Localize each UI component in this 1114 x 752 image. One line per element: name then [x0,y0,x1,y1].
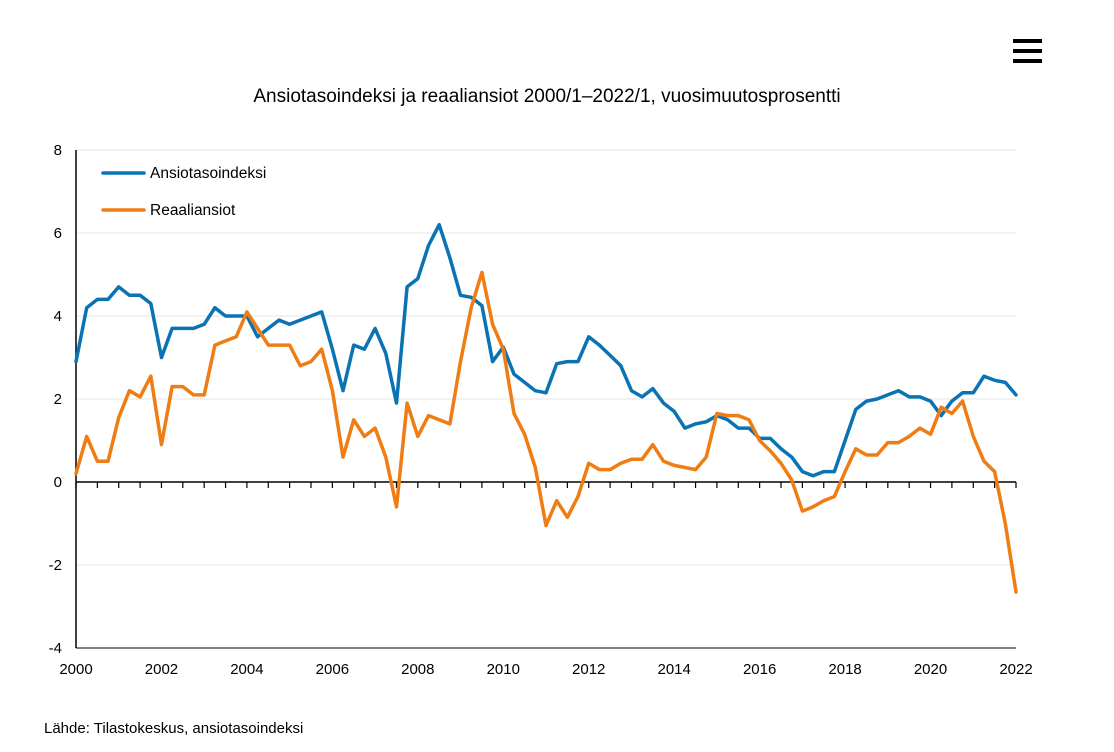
x-tick-label: 2020 [914,661,947,678]
x-tick-label: 2008 [401,661,434,678]
y-tick-label: 6 [54,225,62,242]
x-tick-label: 2014 [657,661,690,678]
y-tick-label: -4 [49,640,62,657]
x-tick-label: 2012 [572,661,605,678]
y-tick-label: -2 [49,557,62,574]
y-tick-label: 0 [54,474,62,491]
legend-label: Reaaliansiot [150,202,236,219]
hamburger-menu-icon-line [1013,49,1042,53]
y-tick-label: 8 [54,142,62,159]
y-tick-label: 2 [54,391,62,408]
y-tick-label: 4 [54,308,62,325]
x-tick-label: 2000 [59,661,92,678]
x-tick-label: 2002 [145,661,178,678]
x-tick-label: 2004 [230,661,263,678]
hamburger-menu-icon [1013,39,1042,43]
legend-label: Ansiotasoindeksi [150,165,266,182]
x-tick-label: 2022 [999,661,1032,678]
x-tick-label: 2010 [487,661,520,678]
source-note: Lähde: Tilastokeskus, ansiotasoindeksi [44,720,304,737]
x-tick-label: 2006 [316,661,349,678]
chart-title: Ansiotasoindeksi ja reaaliansiot 2000/1–… [253,86,841,107]
x-tick-label: 2016 [743,661,776,678]
hamburger-menu-icon-line [1013,59,1042,63]
hamburger-menu-button[interactable] [1010,36,1046,66]
series-line-ansiotasoindeksi [74,222,1018,478]
series-line-reaaliansiot [74,270,1018,594]
x-tick-label: 2018 [828,661,861,678]
